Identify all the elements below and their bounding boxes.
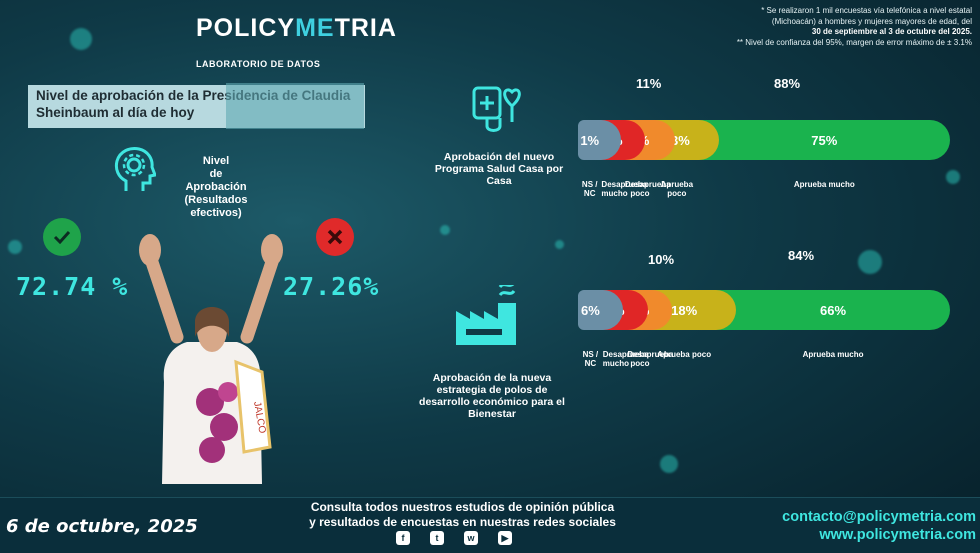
approval-level-label: Nivel de Aprobación (Resultados efectivo… — [184, 155, 248, 219]
footer-bar — [0, 497, 980, 553]
bokeh-dot — [660, 455, 678, 473]
president-photo: JALCO — [132, 222, 292, 489]
title-accent-box — [226, 83, 364, 129]
chart2-category-label-1: NS / NC — [582, 350, 599, 368]
bokeh-dot — [440, 225, 450, 235]
chart2-category-label-2: Desaprueba mucho — [602, 350, 649, 368]
twitter-icon[interactable]: t — [430, 531, 444, 545]
chart2-segment-5: 66% — [716, 290, 950, 330]
chart1-category-label-4: Aprueba poco — [660, 180, 694, 198]
approve-percentage: 72.74 % — [16, 272, 129, 301]
check-icon — [43, 218, 81, 256]
contact-info: contacto@policymetria.com www.policymetr… — [782, 508, 976, 544]
chart1-category-label-3: Desaprueba poco — [624, 180, 671, 198]
brand-subtitle: LABORATORIO DE DATOS — [196, 59, 321, 69]
disapprove-percentage: 27.26% — [283, 272, 380, 301]
social-links: f t w ▶ — [396, 531, 512, 545]
chart1-category-label-2: Desaprueba mucho — [601, 180, 648, 198]
cross-icon — [316, 218, 354, 256]
chart2-approve-total: 84% — [788, 248, 815, 263]
report-date: 6 de octubre, 2025 — [6, 516, 198, 537]
head-gear-icon — [112, 145, 158, 198]
methodology-note: * Se realizaron 1 mil encuestas vía tele… — [736, 6, 972, 47]
chart2-category-label-5: Aprueba mucho — [802, 350, 864, 359]
chart1-segment-5: 75% — [698, 120, 950, 160]
health-program-icon — [470, 78, 528, 141]
bokeh-dot — [946, 170, 960, 184]
chart2-segment-1: 6% — [578, 290, 623, 330]
facebook-icon[interactable]: f — [396, 531, 410, 545]
chart1-segment-1: 1% — [578, 120, 622, 160]
footer-message: Consulta todos nuestros estudios de opin… — [309, 500, 616, 529]
youtube-icon[interactable]: ▶ — [498, 531, 512, 545]
bokeh-dot — [555, 240, 564, 249]
bokeh-dot — [858, 250, 882, 274]
chart2-title: Aprobación de la nueva estrategia de pol… — [419, 372, 565, 420]
contact-email-link[interactable]: contacto@policymetria.com — [782, 509, 976, 525]
chart2-stacked-bar: 6%NS / NC5%Desaprueba mucho5%Desaprueba … — [578, 290, 950, 380]
chart2-category-label-4: Aprueba poco — [657, 350, 712, 359]
chart1-approve-total: 88% — [774, 76, 801, 91]
chart1-disapprove-total: 11% — [636, 76, 662, 91]
bokeh-dot — [8, 240, 22, 254]
website-link[interactable]: www.policymetria.com — [819, 527, 976, 543]
bokeh-dot — [70, 28, 92, 50]
whatsapp-icon[interactable]: w — [464, 531, 478, 545]
brand-logo: POLICYMETRIA — [196, 14, 397, 42]
chart1-category-label-1: NS / NC — [581, 180, 598, 198]
chart1-title: Aprobación del nuevo Programa Salud Casa… — [434, 151, 564, 187]
factory-icon — [452, 281, 522, 352]
chart2-category-label-3: Desaprueba poco — [627, 350, 674, 368]
chart2-disapprove-total: 10% — [648, 252, 675, 267]
chart1-stacked-bar: 1%NS / NC2%Desaprueba mucho9%Desaprueba … — [578, 120, 950, 210]
chart1-category-label-5: Aprueba mucho — [793, 180, 855, 189]
